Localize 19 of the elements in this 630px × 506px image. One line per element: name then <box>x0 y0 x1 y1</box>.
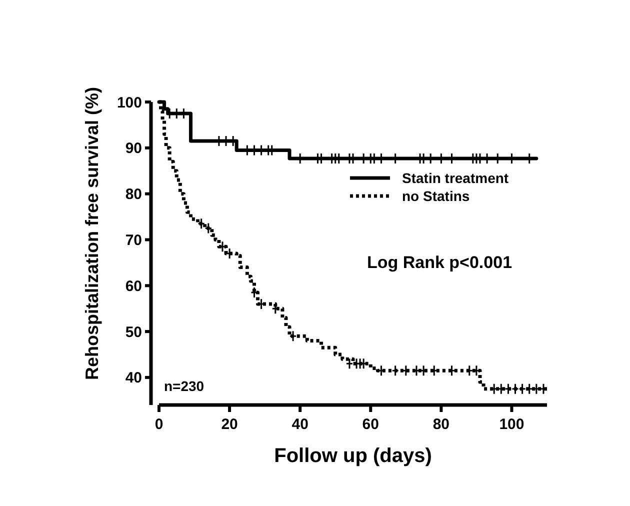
x-tick-label: 100 <box>499 416 524 433</box>
y-tick-label: 90 <box>125 140 142 158</box>
x-tick-label: 60 <box>362 416 379 433</box>
annotation: Log Rank p<0.001 <box>367 253 512 272</box>
x-tick-label: 0 <box>154 416 164 433</box>
x-tick-label: 20 <box>221 416 238 433</box>
y-tick-label: 80 <box>125 186 142 204</box>
x-tick-label: 40 <box>292 416 308 433</box>
y-tick-label: 70 <box>125 232 142 249</box>
x-axis-title: Follow up (days) <box>274 445 432 467</box>
y-tick-label: 50 <box>125 324 142 341</box>
x-tick-label: 80 <box>432 416 450 433</box>
y-tick-label: 40 <box>125 370 142 387</box>
annotation: n=230 <box>164 378 204 394</box>
y-tick-label: 60 <box>125 278 142 295</box>
y-tick-label: 100 <box>116 94 142 112</box>
legend-label: no Statins <box>402 188 470 204</box>
legend-label: Statin treatment <box>402 170 509 186</box>
y-axis-title: Rehospitalization free survival (%) <box>82 86 102 380</box>
